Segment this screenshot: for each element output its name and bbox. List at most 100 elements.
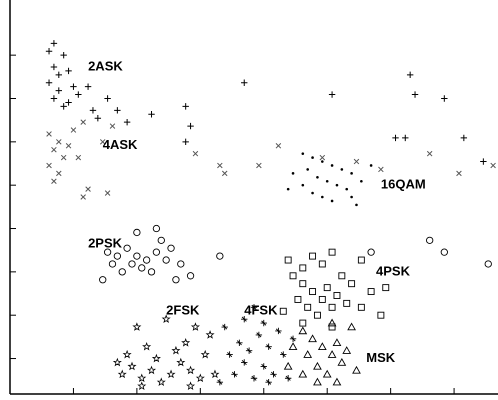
point-msk [288, 342, 298, 350]
point-4ask [378, 166, 384, 173]
point-2ask [241, 79, 248, 86]
point-2ask [411, 91, 419, 98]
point-2ask [187, 122, 194, 130]
point-16qam [335, 183, 339, 187]
point-4ask [456, 170, 462, 177]
point-4psk [318, 260, 326, 268]
point-4ask [60, 154, 67, 161]
point-2ask [65, 67, 72, 75]
point-4fsk [284, 375, 292, 382]
point-2ask [45, 48, 53, 55]
point-4fsk [226, 351, 233, 358]
point-4fsk [241, 315, 248, 323]
point-2psk [484, 260, 492, 268]
point-2psk [186, 272, 195, 280]
point-4fsk [221, 323, 228, 331]
point-4fsk [280, 351, 287, 358]
point-4psk [382, 284, 390, 292]
point-2ask [60, 51, 67, 59]
point-2ask [50, 95, 58, 102]
point-4ask [426, 150, 433, 157]
point-16qam [286, 187, 290, 191]
point-2psk [177, 260, 185, 268]
point-16qam [340, 168, 344, 171]
data-points [45, 40, 496, 390]
point-2psk [157, 236, 165, 244]
point-2fsk [161, 314, 171, 323]
point-2fsk [117, 369, 127, 379]
point-msk [327, 318, 337, 327]
point-2ask [114, 107, 121, 114]
point-4psk [289, 272, 297, 280]
point-2ask [441, 95, 448, 102]
point-4psk [357, 256, 365, 264]
point-4ask [75, 154, 82, 161]
point-4psk [309, 288, 317, 296]
point-2ask [406, 71, 414, 79]
point-2fsk [122, 349, 132, 359]
point-msk [317, 342, 327, 350]
point-2psk [216, 252, 224, 260]
point-2fsk [171, 345, 181, 355]
point-2fsk [147, 365, 157, 375]
point-2psk [147, 268, 156, 276]
point-2fsk [156, 377, 166, 387]
point-msk [308, 334, 317, 343]
point-4psk [299, 280, 307, 288]
point-4fsk [289, 335, 297, 343]
point-2psk [108, 260, 117, 268]
point-2fsk [137, 381, 147, 390]
point-16qam [306, 168, 309, 171]
point-2psk [367, 248, 375, 256]
point-4ask [99, 139, 106, 145]
axis-ticks [10, 54, 455, 394]
point-2psk [426, 236, 434, 244]
point-msk [298, 369, 308, 378]
cluster-label-4psk: 4PSK [376, 263, 411, 278]
point-2psk [133, 228, 141, 237]
point-4ask [217, 162, 223, 169]
point-4ask [85, 186, 91, 192]
point-16qam [301, 152, 305, 155]
point-2psk [128, 260, 136, 268]
point-msk [342, 346, 352, 354]
point-4fsk [260, 319, 267, 327]
point-16qam [311, 191, 314, 195]
point-4psk [304, 303, 312, 311]
point-2ask [70, 83, 77, 90]
point-4ask [490, 162, 496, 169]
point-4psk [333, 292, 341, 299]
point-2fsk [127, 361, 137, 371]
point-2psk [133, 252, 141, 260]
point-4psk [338, 272, 346, 280]
point-4fsk [275, 327, 282, 335]
cluster-label-msk: MSK [366, 350, 396, 365]
point-4psk [313, 311, 321, 319]
point-16qam [369, 164, 373, 167]
point-2ask [460, 134, 468, 142]
point-4fsk [265, 343, 272, 350]
point-2fsk [166, 369, 176, 379]
point-16qam [301, 183, 305, 187]
point-2psk [99, 276, 107, 284]
point-16qam [330, 199, 334, 203]
point-4fsk [245, 347, 253, 354]
point-2fsk [200, 349, 210, 359]
point-16qam [316, 176, 319, 179]
point-2ask [480, 158, 487, 165]
plot-frame [9, 0, 498, 395]
point-16qam [321, 195, 324, 199]
point-2psk [113, 252, 122, 260]
point-2fsk [151, 353, 161, 363]
point-4psk [328, 303, 336, 311]
point-msk [283, 361, 293, 370]
point-16qam [311, 156, 314, 159]
point-16qam [350, 172, 353, 175]
point-2ask [94, 115, 102, 122]
point-2fsk [137, 373, 147, 383]
point-4ask [46, 162, 52, 169]
point-16qam [325, 179, 329, 183]
point-2ask [75, 91, 82, 98]
point-msk [332, 338, 342, 347]
